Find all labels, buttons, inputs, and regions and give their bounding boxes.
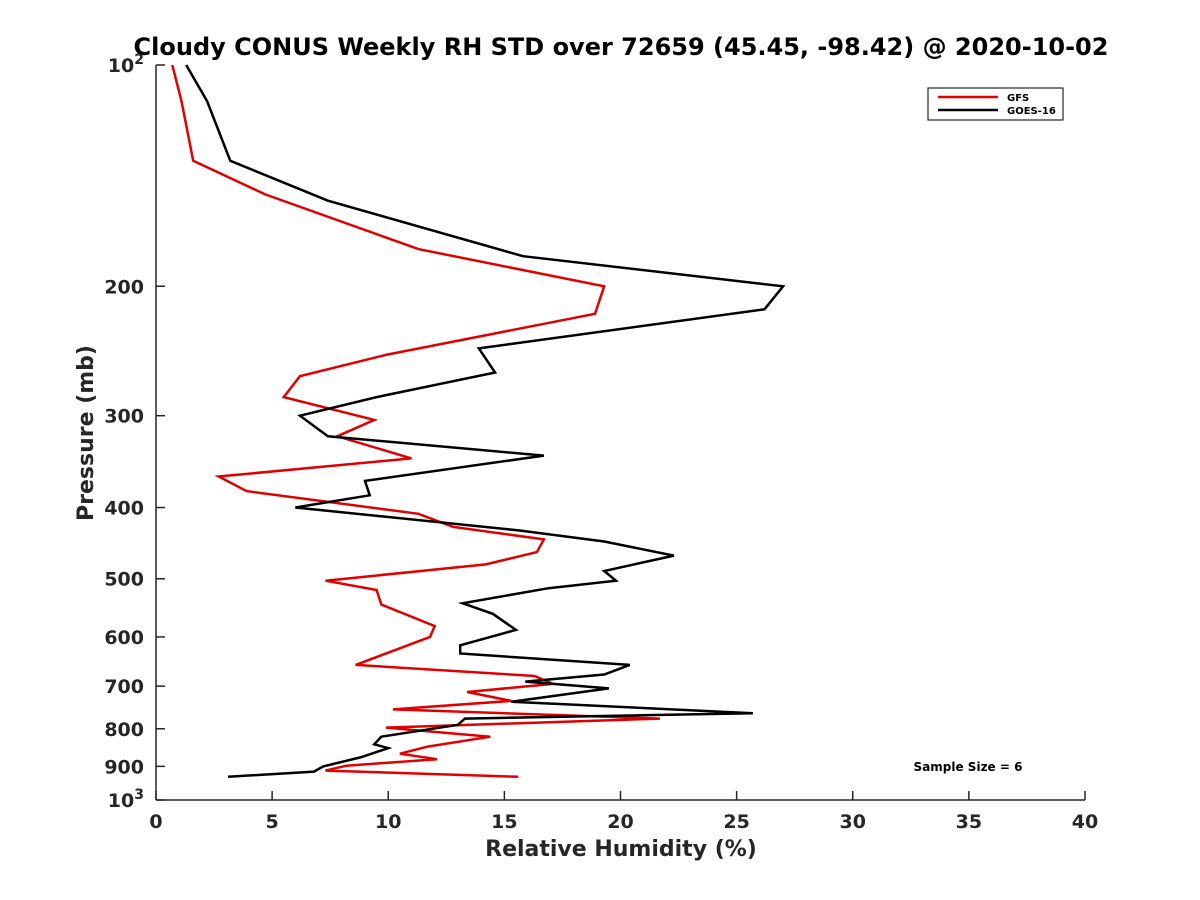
x-tick-label: 15	[491, 811, 517, 833]
x-tick-label: 5	[266, 811, 279, 833]
legend-box	[927, 87, 1064, 121]
x-axis-label: Relative Humidity (%)	[485, 837, 757, 862]
y-tick-label: 102	[108, 52, 144, 77]
series-lines	[171, 64, 786, 779]
x-tick-label: 10	[375, 811, 401, 833]
x-tick-label: 35	[956, 811, 982, 833]
y-tick-label-base: 10	[108, 55, 134, 77]
sample-size-annotation: Sample Size = 6	[914, 760, 1023, 774]
y-tick-label-exponent: 2	[134, 52, 144, 68]
x-tick-label: 30	[840, 811, 866, 833]
axes	[155, 64, 1086, 801]
y-tick-label: 700	[104, 676, 144, 698]
x-tick-label: 20	[607, 811, 633, 833]
x-tick-label: 0	[149, 811, 162, 833]
series-line-gfs	[171, 64, 661, 779]
y-tick-label: 600	[104, 627, 144, 649]
y-axis-label: Pressure (mb)	[74, 345, 99, 521]
y-tick-label: 300	[104, 406, 144, 428]
legend-label: GFS	[1007, 93, 1029, 104]
y-tick-label: 500	[104, 569, 144, 591]
y-tick-label: 900	[104, 756, 144, 778]
x-tick-label: 25	[723, 811, 749, 833]
y-tick-label: 200	[104, 276, 144, 298]
x-tick-label: 40	[1072, 811, 1098, 833]
y-tick-label: 103	[108, 787, 144, 812]
y-tick-label: 800	[104, 719, 144, 741]
legend: GFS GOES-16	[927, 87, 1064, 121]
series-line-goes-16	[185, 64, 786, 779]
y-tick-label-base: 10	[108, 790, 134, 812]
chart-title: Cloudy CONUS Weekly RH STD over 72659 (4…	[134, 33, 1109, 61]
tick-labels: 0 5 10 15 20 25 30 35 40102200300400500600700800…	[104, 52, 1098, 833]
y-tick-label-exponent: 3	[134, 787, 144, 803]
legend-label: GOES-16	[1007, 106, 1056, 117]
y-tick-label: 400	[104, 498, 144, 520]
